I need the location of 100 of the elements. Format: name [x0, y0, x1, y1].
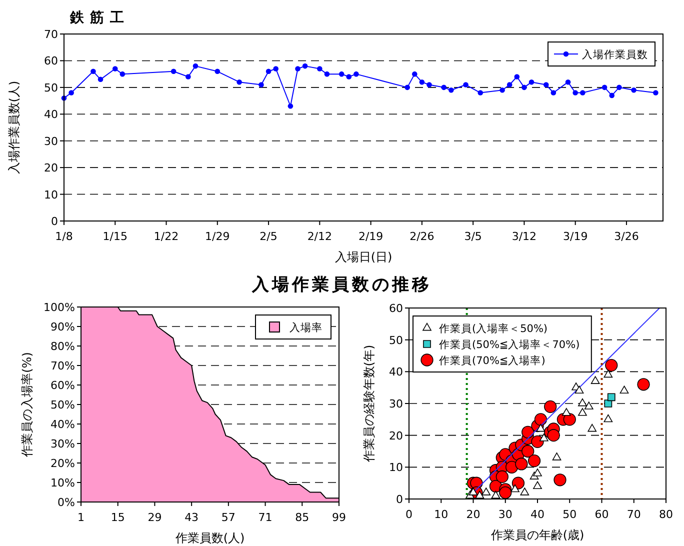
x-tick-label: 3/12	[512, 230, 537, 243]
y-tick-label: 20	[389, 429, 403, 442]
x-tick-label: 85	[295, 511, 310, 524]
x-tick-label: 3/26	[614, 230, 639, 243]
point	[544, 400, 557, 413]
point	[563, 413, 576, 426]
legend-label: 作業員(70%≦入場率)	[438, 354, 546, 367]
point	[499, 486, 512, 499]
y-tick-label: 90%	[50, 320, 75, 334]
point	[520, 488, 530, 496]
y-tick-label: 0%	[58, 496, 75, 509]
x-tick-label: 2/26	[410, 230, 434, 243]
point	[534, 413, 548, 426]
point	[588, 424, 597, 432]
point	[604, 370, 613, 378]
x-tick-label: 29	[148, 511, 162, 524]
point	[578, 398, 587, 406]
point	[531, 435, 544, 448]
x-axis-title: 入場日(日)	[334, 250, 392, 264]
y-tick-label: 0	[51, 215, 58, 228]
chart-title: 入場作業員数の推移	[251, 275, 432, 295]
x-tick-label: 3/5	[464, 230, 482, 243]
y-tick-label: 30	[44, 134, 58, 148]
x-tick-label: 71	[258, 511, 272, 524]
y-axis-title: 作業員の経験年数(年)	[362, 344, 376, 464]
x-tick-label: 2/12	[307, 230, 332, 243]
x-tick-label: 50	[562, 508, 577, 521]
point	[604, 400, 612, 408]
point	[562, 408, 571, 416]
legend-label: 作業員(入場率＜50%)	[438, 322, 548, 335]
x-tick-label: 2/5	[260, 230, 278, 243]
y-tick-label: 100%	[44, 301, 75, 314]
x-axis-title: 作業員数(人)	[174, 531, 245, 545]
y-tick-label: 50	[44, 81, 58, 94]
point	[522, 444, 534, 458]
point	[604, 414, 613, 422]
x-tick-label: 43	[184, 511, 199, 524]
x-tick-label: 40	[530, 508, 544, 521]
legend-label: 作業員(50%≦入場率＜70%)	[438, 338, 580, 351]
point	[540, 433, 548, 442]
y-tick-label: 20	[44, 162, 58, 175]
y-tick-label: 70%	[50, 360, 75, 372]
y-tick-label: 70	[44, 28, 58, 41]
point	[505, 460, 518, 474]
y-tick-label: 60	[44, 54, 58, 68]
x-tick-label: 70	[626, 508, 641, 521]
point	[496, 470, 508, 484]
x-tick-label: 1/22	[154, 230, 179, 243]
y-tick-label: 60	[389, 302, 403, 315]
y-tick-label: 10	[44, 188, 58, 202]
chart-title: 鉄筋工	[69, 10, 130, 26]
x-tick-label: 60	[594, 508, 609, 521]
y-tick-label: 80%	[50, 340, 75, 353]
x-axis-title: 作業員の年齢(歳)	[490, 528, 584, 542]
point	[605, 358, 618, 372]
point	[515, 458, 528, 470]
point	[533, 481, 542, 489]
point	[491, 490, 500, 499]
y-axis-title: 作業員の入場率(%)	[20, 352, 34, 458]
x-tick-label: 99	[332, 511, 346, 524]
y-tick-label: 30%	[50, 438, 75, 450]
x-tick-label: 80	[659, 508, 673, 521]
y-tick-label: 60%	[50, 379, 75, 392]
x-tick-label: 57	[221, 511, 236, 524]
y-tick-label: 50%	[50, 398, 75, 412]
y-tick-label: 50	[389, 334, 403, 347]
y-tick-label: 20%	[50, 457, 75, 470]
x-tick-label: 1/15	[102, 230, 128, 243]
y-tick-label: 0	[396, 493, 403, 506]
point	[607, 393, 616, 402]
x-tick-label: 2/19	[358, 230, 384, 243]
x-tick-label: 15	[110, 511, 125, 524]
point	[554, 474, 566, 486]
point	[533, 468, 542, 476]
point	[482, 488, 491, 496]
point	[620, 386, 629, 394]
y-tick-label: 10	[389, 461, 403, 474]
point	[510, 484, 520, 492]
x-tick-label: 1/8	[55, 230, 73, 243]
point	[528, 454, 541, 468]
y-axis-title: 入場作業員数(人)	[7, 80, 21, 174]
point	[547, 429, 560, 442]
x-tick-label: 20	[466, 508, 480, 521]
legend-label: 入場作業員数	[582, 48, 648, 61]
x-tick-label: 3/19	[562, 230, 588, 243]
y-tick-label: 40%	[50, 418, 75, 431]
y-tick-label: 10%	[50, 476, 75, 490]
legend-label: 入場率	[290, 321, 322, 334]
point	[584, 402, 594, 410]
point	[578, 408, 587, 416]
y-tick-label: 40	[389, 366, 403, 379]
point	[637, 378, 650, 391]
x-tick-label: 1	[78, 511, 84, 524]
x-tick-label: 1/29	[205, 230, 230, 243]
y-tick-label: 30	[389, 398, 403, 410]
x-tick-label: 0	[406, 508, 412, 521]
point	[512, 476, 525, 490]
point	[552, 452, 562, 460]
x-tick-label: 30	[498, 508, 512, 521]
x-tick-label: 10	[434, 508, 448, 521]
